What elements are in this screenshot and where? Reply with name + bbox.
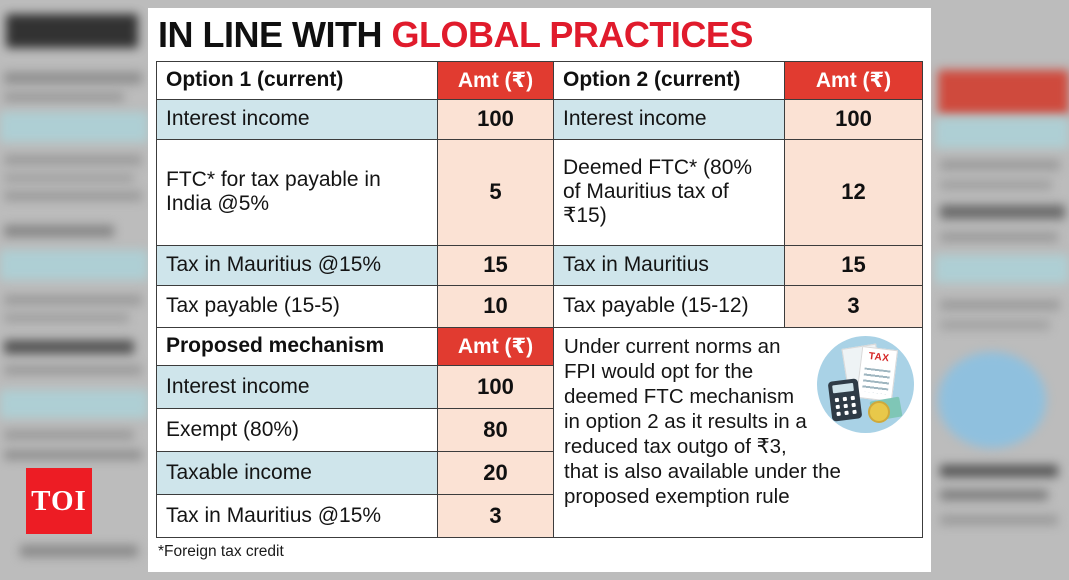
tax-comparison-table: Option 1 (current) Amt (₹) Option 2 (cur… — [156, 60, 923, 538]
table-row: FTC* for tax payable in India @5% 5 Deem… — [156, 138, 923, 246]
table-row: Exempt (80%) 80 — [156, 407, 923, 452]
table-cell-label: FTC* for tax payable in India @5% — [156, 138, 438, 246]
table-cell-amount: 100 — [784, 98, 923, 140]
bg-blur-block — [4, 340, 134, 354]
annotation-text: Under current norms an FPI would opt for… — [564, 334, 841, 508]
bg-blur-block — [4, 430, 134, 440]
bg-blur-block — [20, 545, 138, 557]
table-cell-amount: 15 — [784, 244, 923, 286]
coin-icon — [868, 400, 890, 423]
tax-document-icon: TAX — [855, 345, 899, 402]
column-header-option2: Option 2 (current) — [553, 60, 785, 100]
tax-label: TAX — [868, 350, 890, 365]
tax-calculator-icon: TAX — [817, 335, 914, 433]
table-cell-label: Interest income — [156, 364, 438, 409]
table-row: Tax in Mauritius @15% 3 — [156, 493, 923, 538]
bg-blur-block — [0, 390, 148, 418]
table-cell-label: Tax payable (15-12) — [553, 284, 785, 328]
table-cell-label: Tax in Mauritius — [553, 244, 785, 286]
table-cell-amount: 5 — [437, 138, 554, 246]
headline-black: IN LINE WITH — [158, 14, 382, 55]
bg-blur-block — [4, 450, 142, 460]
bg-blur-block — [940, 515, 1058, 525]
table-cell-label: Interest income — [553, 98, 785, 140]
bg-blur-block — [4, 225, 114, 237]
footnote: *Foreign tax credit — [158, 542, 284, 560]
bg-blur-block — [935, 255, 1069, 283]
column-header-option1: Option 1 (current) — [156, 60, 438, 100]
table-cell-amount: 3 — [437, 493, 554, 538]
bg-blur-block — [940, 465, 1058, 477]
amt-column-header-2: Amt (₹) — [784, 60, 923, 100]
toi-logo: TOI — [26, 468, 92, 534]
table-cell-amount: 80 — [437, 407, 554, 452]
bg-blur-block — [938, 70, 1069, 114]
table-cell-label: Interest income — [156, 98, 438, 140]
table-row: Tax in Mauritius @15% 15 Tax in Mauritiu… — [156, 244, 923, 286]
bg-blur-block — [4, 295, 142, 305]
table-cell-amount: 15 — [437, 244, 554, 286]
calculator-keys — [834, 397, 840, 403]
table-cell-amount: 10 — [437, 284, 554, 328]
annotation-cell: TAX Under current norms an FPI would opt… — [553, 326, 923, 538]
table-row: Tax payable (15-5) 10 Tax payable (15-12… — [156, 284, 923, 328]
page-title: IN LINE WITH GLOBAL PRACTICES — [158, 16, 923, 54]
table-cell-amount: 3 — [784, 284, 923, 328]
table-cell-label: Deemed FTC* (80% of Mauritius tax of ₹15… — [553, 138, 785, 246]
bg-blur-block — [940, 300, 1060, 310]
bg-blur-block — [4, 365, 142, 375]
calculator-screen — [832, 382, 854, 394]
bg-blur-block — [4, 173, 134, 183]
table-cell-amount: 100 — [437, 364, 554, 409]
table-row: Taxable income 20 — [156, 450, 923, 495]
bg-blur-block — [4, 92, 124, 102]
infographic-card: IN LINE WITH GLOBAL PRACTICES Option 1 (… — [148, 8, 931, 572]
amt-column-header-1: Amt (₹) — [437, 60, 554, 100]
bg-blur-block — [4, 313, 129, 323]
table-row: Interest income 100 — [156, 364, 923, 409]
table-cell-amount: 100 — [437, 98, 554, 140]
headline-red: GLOBAL PRACTICES — [391, 14, 754, 55]
table-cell-label: Tax payable (15-5) — [156, 284, 438, 328]
table-row: Interest income 100 Interest income 100 — [156, 98, 923, 140]
calculator-icon — [827, 378, 863, 422]
column-header-proposed: Proposed mechanism — [156, 326, 438, 366]
paper-lines — [861, 367, 891, 395]
bg-blur-block — [6, 14, 138, 48]
table-cell-label: Exempt (80%) — [156, 407, 438, 452]
bg-blur-block — [940, 180, 1052, 190]
bg-blur-block — [940, 490, 1048, 500]
table-cell-label: Taxable income — [156, 450, 438, 495]
bg-blur-block — [4, 155, 142, 165]
bg-blur-block — [0, 250, 148, 280]
bg-blur-block — [4, 72, 142, 84]
bg-blur-block — [940, 160, 1060, 170]
bg-blur-block — [938, 352, 1046, 448]
amt-column-header-3: Amt (₹) — [437, 326, 554, 366]
bg-blur-block — [0, 112, 148, 142]
bg-blur-block — [935, 118, 1069, 148]
table-cell-amount: 12 — [784, 138, 923, 246]
table-cell-amount: 20 — [437, 450, 554, 495]
bg-blur-block — [940, 320, 1050, 330]
bg-blur-block — [4, 191, 142, 201]
bg-blur-block — [940, 205, 1065, 219]
table-cell-label: Tax in Mauritius @15% — [156, 244, 438, 286]
table-cell-label: Tax in Mauritius @15% — [156, 493, 438, 538]
bg-blur-block — [940, 232, 1058, 242]
